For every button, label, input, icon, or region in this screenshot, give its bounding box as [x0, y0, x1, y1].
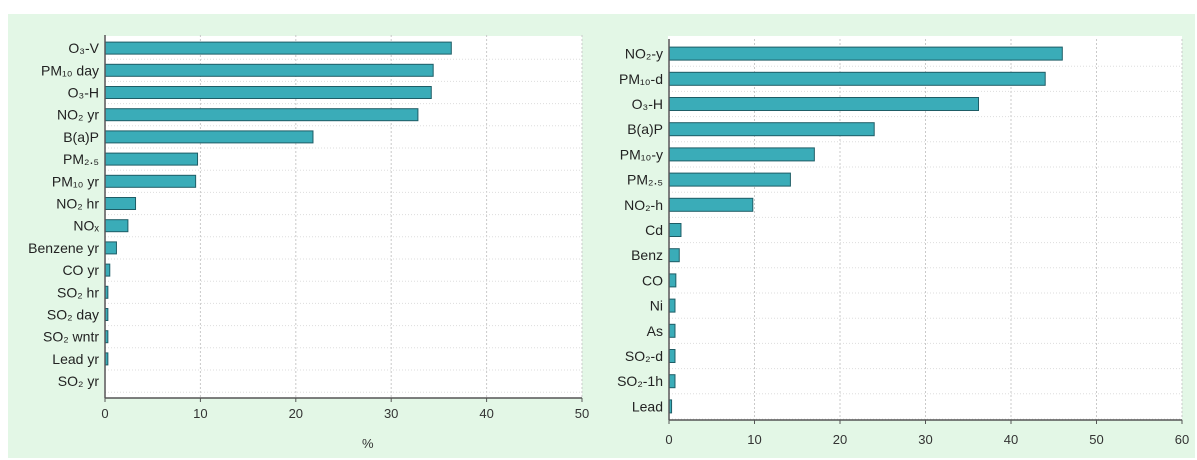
right-x-tick-label: 0	[665, 432, 672, 447]
left-bar	[104, 174, 197, 188]
left-bar	[104, 86, 432, 99]
right-bar	[668, 223, 682, 237]
left-bar	[104, 130, 314, 144]
left-bar	[104, 63, 434, 77]
right-category-label: Benz	[631, 247, 663, 263]
right-bar	[668, 273, 677, 288]
right-x-tick-label: 30	[918, 432, 932, 447]
left-x-tick-label: 30	[384, 406, 398, 421]
left-category-label: CO yr	[62, 262, 99, 278]
right-bar	[668, 374, 676, 389]
right-bar	[668, 349, 676, 363]
right-category-label: O₃-H	[632, 96, 663, 112]
left-x-axis-label: %	[362, 436, 374, 451]
right-bar	[668, 122, 875, 137]
right-bar	[668, 97, 980, 111]
right-bar	[668, 248, 680, 263]
left-category-label: Lead yr	[52, 351, 99, 367]
left-bar	[104, 108, 419, 122]
left-category-label: Benzene yr	[28, 240, 99, 256]
right-category-label: SO₂-d	[625, 348, 663, 364]
left-bar	[104, 152, 199, 166]
left-x-tick-label: 20	[289, 406, 303, 421]
right-bar	[668, 197, 754, 212]
left-x-tick-label: 0	[101, 406, 108, 421]
left-category-label: PM₁₀ yr	[52, 173, 99, 189]
right-category-label: PM₁₀-d	[619, 71, 663, 87]
right-category-label: NO₂-h	[624, 197, 663, 213]
left-category-label: PM₁₀ day	[41, 62, 99, 78]
right-x-tick-label: 50	[1089, 432, 1103, 447]
right-bar	[668, 71, 1046, 86]
right-bar	[668, 46, 1063, 61]
right-category-label: B(a)P	[627, 121, 663, 137]
left-x-tick-label: 50	[575, 406, 589, 421]
right-bar	[668, 147, 815, 162]
left-category-label: SO₂ day	[47, 307, 99, 323]
left-category-label: O₃-V	[68, 40, 99, 56]
left-category-label: NO₂ hr	[56, 196, 99, 212]
right-category-label: Cd	[645, 222, 663, 238]
right-x-tick-label: 60	[1175, 432, 1189, 447]
right-category-label: As	[647, 323, 663, 339]
right-category-label: PM₁₀-y	[620, 146, 663, 162]
right-category-label: Lead	[632, 398, 663, 414]
right-category-label: CO	[642, 272, 663, 288]
left-category-label: SO₂ hr	[57, 284, 99, 300]
right-bar	[668, 172, 791, 187]
right-category-label: SO₂-1h	[617, 373, 663, 389]
left-category-label: SO₂ wntr	[43, 329, 99, 345]
right-x-tick-label: 40	[1004, 432, 1018, 447]
left-bar	[104, 197, 137, 210]
right-bar	[668, 323, 676, 338]
right-x-tick-label: 10	[747, 432, 761, 447]
left-category-label: NO₂ yr	[57, 107, 99, 123]
left-category-label: PM₂.₅	[63, 151, 99, 167]
right-category-label: PM₂.₅	[627, 172, 663, 188]
left-bar	[104, 241, 117, 255]
left-category-label: O₃-H	[68, 85, 99, 101]
left-category-label: SO₂ yr	[58, 373, 100, 389]
left-bar	[104, 219, 129, 233]
right-x-tick-label: 20	[833, 432, 847, 447]
left-category-label: NOₓ	[73, 218, 99, 234]
right-category-label: Ni	[650, 298, 663, 314]
left-x-tick-label: 40	[479, 406, 493, 421]
left-x-tick-label: 10	[193, 406, 207, 421]
right-category-label: NO₂-y	[625, 46, 663, 62]
left-bar	[104, 41, 452, 55]
right-bar	[668, 298, 676, 313]
left-category-label: B(a)P	[63, 129, 99, 145]
